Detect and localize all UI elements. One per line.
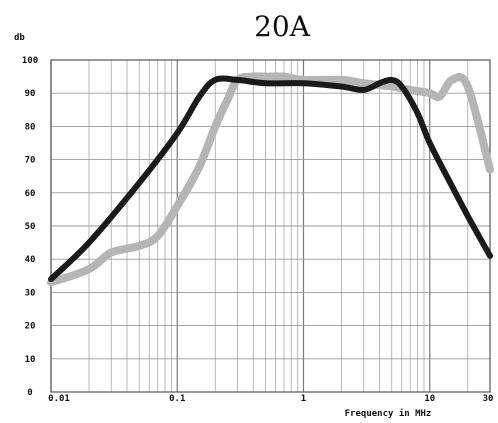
y-tick-label: 80 (25, 122, 36, 132)
plot-frame (50, 59, 491, 393)
series-line-black (48, 75, 493, 283)
x-tick-label: 30 (483, 394, 494, 404)
series-group (47, 72, 494, 287)
y-tick-label: 100 (22, 56, 38, 66)
y-tick-label: 40 (25, 255, 36, 265)
x-tick-label: 1 (301, 394, 306, 404)
tick-labels: 0 10 20 30 40 50 60 70 80 90 100 0.01 0.1 1 10 30 (22, 56, 494, 404)
y-tick-label: 0 (27, 388, 32, 398)
x-tick-label: 0.1 (169, 394, 185, 404)
x-axis-title: Frequency in MHz (345, 408, 432, 419)
y-tick-label: 10 (25, 355, 36, 365)
x-tick-label: 10 (424, 394, 435, 404)
chart-title: 20A (254, 10, 311, 43)
y-tick-label: 70 (25, 156, 36, 166)
y-tick-label: 30 (25, 288, 36, 298)
x-tick-label: 0.01 (48, 394, 70, 404)
grid (50, 59, 491, 393)
y-tick-label: 60 (25, 189, 36, 199)
series-line-gray (47, 72, 494, 287)
y-tick-label: 90 (25, 89, 36, 99)
y-tick-label: 50 (25, 222, 36, 232)
y-axis-unit-label: db (14, 33, 25, 43)
y-tick-label: 20 (25, 322, 36, 332)
